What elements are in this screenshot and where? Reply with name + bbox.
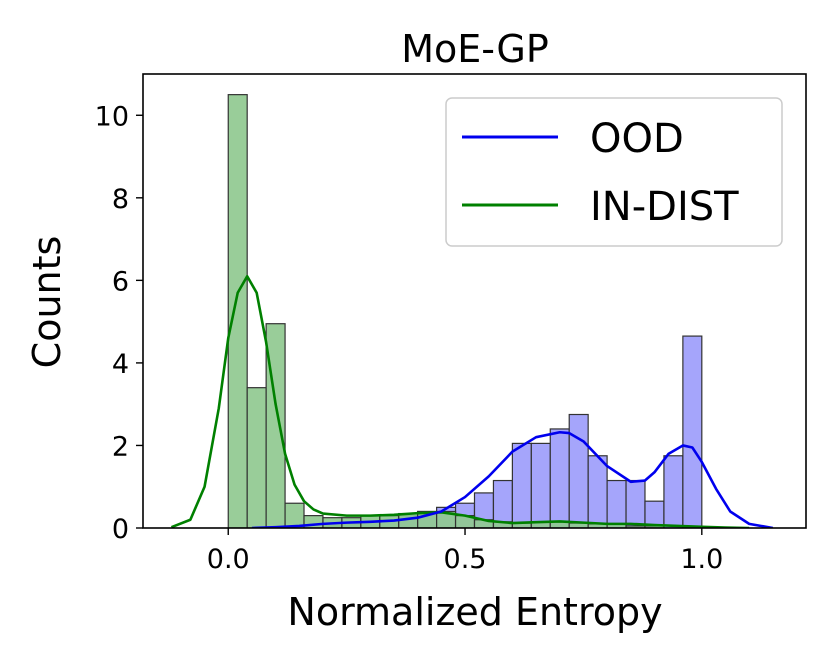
x-tick-label: 1.0	[680, 544, 723, 575]
histogram-bar	[530, 442, 551, 528]
y-tick-label: 0	[112, 514, 129, 545]
x-tick-label: 0.0	[207, 544, 250, 575]
plot-content	[170, 94, 774, 528]
x-axis-label: Normalized Entropy	[287, 590, 662, 634]
kde-line-ood	[251, 430, 774, 528]
chart-title: MoE-GP	[401, 27, 549, 71]
histogram-bar	[511, 442, 532, 528]
y-tick-label: 4	[112, 349, 129, 380]
legend-label: IN-DIST	[590, 184, 739, 230]
legend-box	[445, 97, 783, 247]
histogram-bar	[663, 455, 684, 528]
histogram-bar	[625, 479, 646, 528]
x-tick-label: 0.5	[444, 544, 487, 575]
histogram-bar	[227, 94, 248, 528]
y-tick-label: 2	[112, 431, 129, 462]
histogram-bar	[682, 335, 703, 528]
y-tick-label: 10	[95, 101, 129, 132]
legend: OOD IN-DIST	[445, 97, 783, 247]
y-tick-label: 8	[112, 184, 129, 215]
histogram-bar	[587, 455, 608, 528]
histogram-bar	[606, 479, 627, 528]
plot-frame	[142, 73, 807, 529]
y-tick-label: 6	[112, 266, 129, 297]
histogram-bar	[549, 428, 570, 528]
axis-ticks: 0.0 0.5 1.0 0 2 4 6 8 10	[95, 101, 724, 575]
bars-ood	[322, 335, 703, 528]
histogram-bar	[284, 502, 305, 528]
histogram-bar	[246, 387, 267, 528]
histogram-bar	[568, 413, 589, 528]
plot-area	[170, 94, 774, 528]
y-axis-label: Counts	[25, 236, 69, 369]
kde-line-in-dist	[170, 274, 750, 528]
legend-label: OOD	[590, 116, 684, 162]
